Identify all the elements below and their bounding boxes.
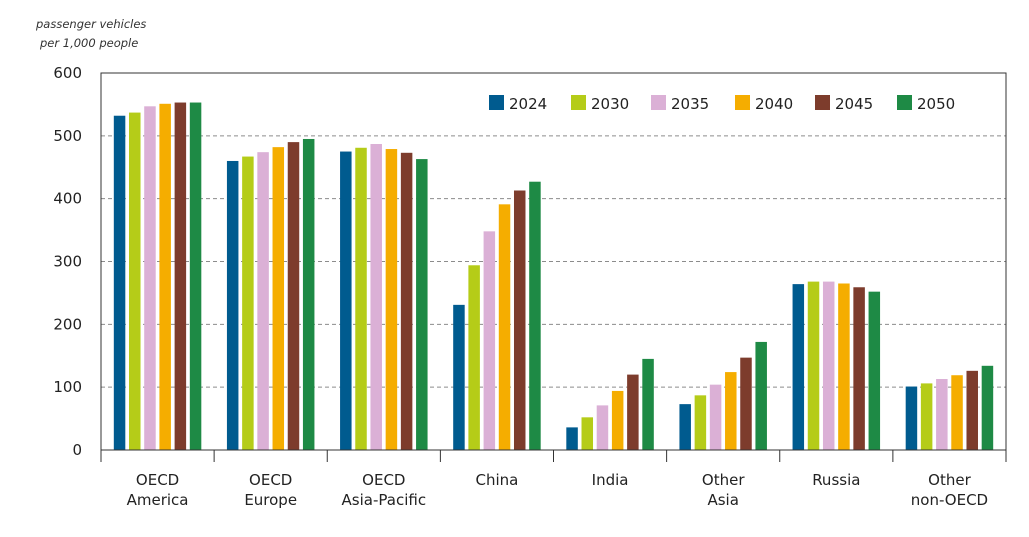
x-tick-label: OECD — [362, 471, 405, 489]
bar — [272, 147, 285, 451]
legend-label: 2030 — [591, 95, 629, 113]
x-tick-label: Other — [928, 471, 971, 489]
y-tick-label: 0 — [72, 441, 82, 459]
x-tick-label: Asia — [707, 491, 738, 509]
bar — [242, 156, 254, 450]
bar — [905, 386, 918, 450]
bar — [807, 281, 820, 450]
bar — [596, 405, 609, 450]
bar — [129, 112, 141, 451]
bar — [416, 159, 428, 450]
legend-swatch — [571, 95, 586, 110]
bar — [400, 152, 413, 450]
y-tick-label: 200 — [53, 315, 82, 333]
bar — [981, 365, 994, 450]
bar — [792, 284, 805, 450]
bar — [144, 106, 156, 450]
x-tick-label: OECD — [136, 471, 179, 489]
legend-label: 2050 — [917, 95, 955, 113]
bar — [370, 144, 382, 451]
bar — [513, 190, 526, 450]
bar — [498, 204, 511, 450]
bars — [113, 102, 994, 451]
x-axis: OECD America OECD Europe OECD Asia-Pacific Chi… — [100, 450, 1007, 509]
bar — [355, 147, 367, 450]
y-tick-label: 300 — [53, 253, 82, 271]
y-axis: 0 100 200 300 400 500 600 — [53, 64, 82, 459]
plot-frame — [100, 72, 1007, 451]
legend-label: 2045 — [835, 95, 873, 113]
bar — [340, 151, 352, 450]
bar — [709, 384, 722, 450]
x-tick-label: Russia — [812, 471, 860, 489]
y-unit-label-line-2: per 1,000 people — [39, 36, 138, 50]
bar — [755, 341, 767, 450]
bar — [966, 370, 978, 450]
bar — [725, 372, 737, 450]
bar — [838, 283, 850, 450]
bar — [483, 231, 496, 450]
bar — [951, 375, 963, 450]
x-tick-label: Europe — [244, 491, 297, 509]
bar — [853, 287, 865, 450]
legend-swatch — [735, 95, 750, 110]
x-tick-label: OECD — [249, 471, 292, 489]
x-tick-label: America — [127, 491, 189, 509]
bar — [302, 138, 315, 450]
legend-swatch — [651, 95, 666, 110]
bar — [453, 304, 465, 450]
y-tick-label: 400 — [53, 190, 82, 208]
x-tick-label: China — [476, 471, 519, 489]
bar — [694, 395, 707, 450]
y-tick-label: 100 — [53, 378, 82, 396]
x-tick-label: India — [592, 471, 629, 489]
legend-swatch — [489, 95, 504, 110]
y-tick-label: 600 — [53, 64, 82, 82]
legend-swatch — [815, 95, 830, 110]
legend-swatch — [897, 95, 912, 110]
bar — [189, 102, 202, 450]
bar — [868, 291, 881, 450]
bar — [627, 374, 639, 450]
bar — [287, 142, 300, 450]
legend-label: 2035 — [671, 95, 709, 113]
bar — [566, 427, 578, 450]
legend-label: 2024 — [509, 95, 547, 113]
bar — [920, 383, 933, 450]
legend-label: 2040 — [755, 95, 793, 113]
bar — [113, 115, 126, 450]
bar — [642, 358, 654, 450]
bar — [529, 181, 541, 450]
bar — [468, 265, 480, 450]
bar — [936, 378, 948, 450]
bar — [159, 103, 171, 450]
y-unit-label-line-1: passenger vehicles — [35, 17, 146, 31]
bar — [257, 152, 269, 451]
bar — [740, 357, 752, 450]
x-tick-label: non-OECD — [911, 491, 988, 509]
x-tick-label: Asia-Pacific — [342, 491, 427, 509]
y-tick-label: 500 — [53, 127, 82, 145]
bar — [822, 281, 835, 450]
bar — [385, 149, 398, 451]
bar — [611, 390, 624, 450]
legend: 2024 2030 2035 2040 2045 2050 — [489, 95, 955, 113]
bar — [226, 160, 239, 450]
bar — [679, 404, 691, 450]
bar — [174, 102, 187, 450]
bar — [581, 417, 594, 450]
x-tick-label: Other — [702, 471, 745, 489]
